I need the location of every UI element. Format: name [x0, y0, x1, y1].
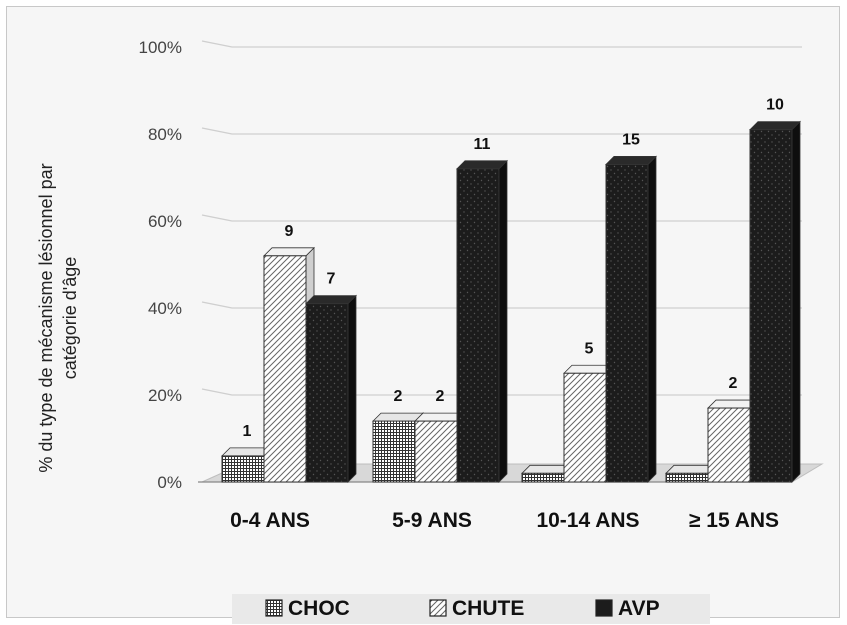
- gridline: [201, 40, 802, 48]
- data-label-choc-0: 1: [243, 423, 252, 440]
- legend-label-choc: CHOC: [288, 597, 350, 620]
- y-axis-ticks: 0% 20% 40% 60% 80% 100%: [139, 38, 182, 492]
- bar-side: [791, 120, 801, 483]
- bar-avp-1: [456, 159, 508, 483]
- bar-front: [749, 129, 793, 483]
- legend-swatch-chute: [429, 599, 447, 617]
- y-axis-label-line-2: catégorie d'âge: [60, 257, 80, 380]
- data-label-chute-2: 5: [585, 340, 594, 357]
- bar-top: [263, 247, 315, 257]
- y-tick-label: 0%: [157, 473, 182, 492]
- chart-frame: [6, 6, 840, 618]
- y-axis-label-line-1: % du type de mécanisme lésionnel par: [36, 163, 56, 472]
- legend-background: [232, 594, 710, 624]
- legend-swatch-avp: [595, 599, 613, 617]
- bar-front: [305, 303, 349, 483]
- bar-avp-3: [749, 120, 801, 483]
- bar-front: [456, 168, 500, 483]
- y-tick-label: 100%: [139, 38, 182, 57]
- bar-side: [498, 159, 508, 483]
- category-label-3: ≥ 15 ANS: [689, 509, 779, 532]
- data-label-chute-1: 2: [436, 388, 445, 405]
- bar-top: [749, 121, 801, 131]
- y-tick-label: 80%: [148, 125, 182, 144]
- y-tick-label: 20%: [148, 386, 182, 405]
- gridline: [201, 127, 802, 135]
- bar-front: [414, 420, 458, 483]
- bar-top: [305, 295, 357, 305]
- data-label-avp-2: 15: [622, 131, 640, 148]
- y-tick-label: 40%: [148, 299, 182, 318]
- bar-front: [263, 255, 307, 483]
- data-label-avp-3: 10: [766, 97, 784, 114]
- bar-top: [456, 160, 508, 170]
- bar-front: [221, 455, 265, 483]
- bar-front: [605, 163, 649, 483]
- bar-side: [347, 294, 357, 483]
- category-labels: 0-4 ANS 5-9 ANS 10-14 ANS ≥ 15 ANS: [230, 509, 779, 532]
- category-label-0: 0-4 ANS: [230, 509, 310, 532]
- legend-label-avp: AVP: [618, 597, 660, 620]
- category-label-1: 5-9 ANS: [392, 509, 472, 532]
- bar-top: [605, 156, 657, 165]
- category-label-2: 10-14 ANS: [536, 509, 639, 532]
- data-label-chute-0: 9: [285, 223, 294, 240]
- bar-front: [521, 472, 565, 483]
- data-label-chute-3: 2: [729, 375, 738, 392]
- data-label-avp-1: 11: [474, 136, 491, 153]
- legend-swatch-choc: [265, 599, 283, 617]
- bar-avp-0: [305, 294, 357, 483]
- legend: CHOC CHUTE AVP: [232, 594, 710, 624]
- bar-front: [665, 472, 709, 483]
- bar-top: [372, 412, 424, 422]
- y-tick-label: 60%: [148, 212, 182, 231]
- data-label-choc-1: 2: [394, 388, 403, 405]
- bar-front: [707, 407, 751, 483]
- bar-side: [647, 155, 657, 483]
- bars: 1 9 7 2 2 11 5 15 2 10: [221, 97, 801, 483]
- legend-label-chute: CHUTE: [452, 597, 524, 620]
- bar-front: [372, 420, 416, 483]
- data-label-avp-0: 7: [327, 271, 336, 288]
- bar-front: [563, 372, 607, 483]
- bar-avp-2: [605, 155, 657, 483]
